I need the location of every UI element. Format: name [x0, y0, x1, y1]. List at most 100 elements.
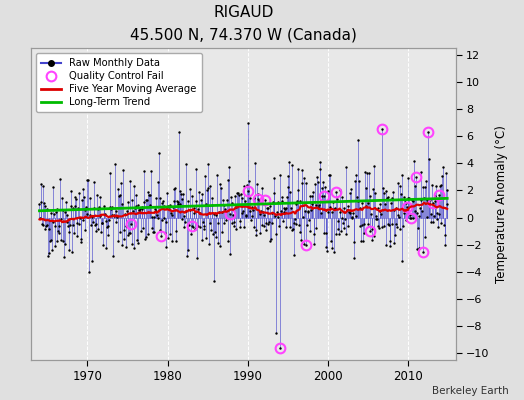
Point: [366, 192, 374, 199]
Point: [105, 204, 114, 210]
Point: [72, 195, 80, 202]
Point: [412, 209, 421, 216]
Point: [261, 197, 269, 204]
Point: [85, 268, 93, 275]
Point: [122, 244, 130, 250]
Point: [101, 211, 109, 217]
Point: [62, 199, 70, 205]
Point: [217, 208, 226, 215]
Point: [254, 196, 263, 202]
Point: [104, 232, 112, 238]
Point: [129, 208, 137, 214]
Point: [119, 236, 128, 242]
Point: [210, 210, 218, 217]
Point: [248, 213, 257, 220]
Point: [434, 210, 443, 217]
Point: [42, 222, 51, 228]
Point: [177, 191, 185, 197]
Point: [312, 224, 321, 231]
Point: [257, 207, 265, 214]
Point: [208, 202, 216, 208]
Point: [351, 178, 359, 184]
Point: [219, 196, 227, 203]
Point: [334, 218, 343, 224]
Point: [375, 224, 384, 231]
Point: [201, 172, 209, 179]
Point: [67, 188, 75, 194]
Point: [439, 194, 447, 201]
Point: [416, 205, 424, 212]
Point: [141, 197, 150, 203]
Point: [200, 222, 208, 229]
Point: [278, 193, 287, 200]
Point: [103, 222, 112, 229]
Point: [61, 241, 69, 248]
Point: [217, 185, 225, 191]
Point: [57, 215, 65, 222]
Legend: Raw Monthly Data, Quality Control Fail, Five Year Moving Average, Long-Term Tren: Raw Monthly Data, Quality Control Fail, …: [37, 53, 202, 112]
Point: [443, 201, 451, 207]
Point: [212, 212, 220, 218]
Point: [392, 205, 401, 211]
Point: [50, 211, 58, 218]
Point: [214, 220, 223, 226]
Point: [93, 191, 101, 198]
Point: [188, 222, 196, 229]
Point: [289, 226, 297, 233]
Point: [96, 194, 104, 200]
Point: [169, 204, 177, 210]
Point: [73, 220, 82, 226]
Point: [64, 247, 73, 253]
Point: [144, 189, 152, 195]
Point: [135, 207, 143, 214]
Point: [332, 188, 341, 195]
Point: [95, 213, 104, 220]
Point: [149, 229, 157, 235]
Point: [252, 232, 260, 238]
Point: [438, 173, 446, 179]
Point: [230, 222, 238, 229]
Point: [148, 225, 157, 231]
Point: [180, 213, 189, 219]
Point: [238, 210, 246, 216]
Point: [215, 208, 223, 215]
Point: [312, 202, 320, 208]
Point: [39, 222, 47, 228]
Point: [157, 232, 165, 239]
Point: [285, 159, 293, 165]
Point: [402, 200, 411, 206]
Point: [374, 204, 383, 211]
Point: [70, 229, 79, 236]
Point: [269, 199, 277, 206]
Point: [163, 190, 171, 196]
Point: [227, 200, 236, 206]
Point: [246, 194, 255, 201]
Point: [352, 212, 361, 219]
Point: [85, 195, 94, 202]
Point: [352, 172, 360, 178]
Point: [364, 221, 373, 227]
Point: [276, 172, 285, 178]
Point: [115, 192, 124, 198]
Point: [223, 177, 232, 183]
Point: [305, 193, 314, 199]
Point: [53, 206, 62, 212]
Point: [293, 166, 302, 172]
Point: [430, 213, 438, 219]
Point: [79, 217, 88, 224]
Point: [396, 226, 405, 232]
Point: [270, 190, 279, 196]
Point: [441, 242, 450, 248]
Point: [89, 205, 97, 211]
Point: [209, 230, 217, 237]
Point: [394, 180, 402, 187]
Point: [324, 188, 333, 194]
Point: [428, 219, 436, 225]
Point: [154, 179, 162, 186]
Point: [213, 172, 221, 178]
Point: [388, 195, 396, 202]
Point: [212, 234, 221, 240]
Point: [320, 193, 329, 200]
Point: [191, 166, 200, 172]
Point: [383, 241, 391, 248]
